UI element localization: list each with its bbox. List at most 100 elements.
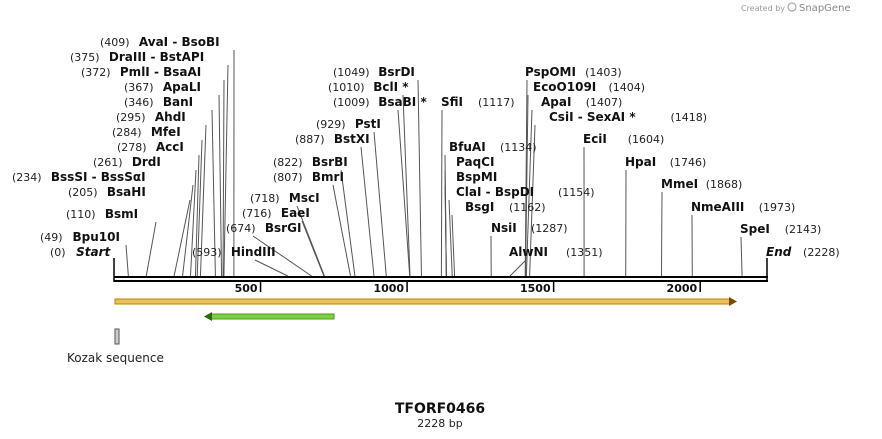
site-name: PspOMI <box>525 65 576 79</box>
site-leader <box>254 259 289 277</box>
site-name: BsrGI <box>265 221 302 235</box>
site-name: BsrDI <box>378 65 415 79</box>
site-name: BanI <box>163 95 193 109</box>
site-name: End <box>766 245 792 259</box>
site-position: (372) <box>81 66 111 79</box>
site-leader <box>125 244 129 277</box>
site-position: (1868) <box>706 178 743 191</box>
site-name: BsaHI <box>107 185 146 199</box>
site-position: (409) <box>100 36 130 49</box>
site-leader <box>660 191 663 277</box>
site-name: CsiI - SexAI * <box>549 110 636 124</box>
site-leader <box>373 131 387 277</box>
site-apali: (367) ApaLI <box>124 80 201 94</box>
site-position: (1154) <box>558 186 595 199</box>
site-position: (674) <box>226 222 256 235</box>
site-name: NsiI <box>491 221 517 235</box>
scale-tick-label: 1500 <box>520 282 551 295</box>
green-feature-arrowhead <box>204 312 212 321</box>
site-bsrbi: (822) BsrBI <box>273 155 348 169</box>
site-position: (261) <box>93 156 123 169</box>
site-name: NmeAIII <box>691 200 744 214</box>
site-position: (1009) <box>333 96 370 109</box>
site-leader <box>218 94 223 277</box>
site-bpu10i: (49) Bpu10I <box>40 230 120 244</box>
site-name: AlwNI <box>509 245 548 259</box>
site-nsii: (1287) NsiI <box>491 221 568 235</box>
site-name: BsmI <box>105 207 138 221</box>
site-bstxi: (887) BstXI <box>295 132 370 146</box>
site-bsrgi: (674) BsrGI <box>226 221 301 235</box>
site-name: EcoO109I <box>533 80 596 94</box>
site-bsssi: (234) BssSI - BssSαI <box>12 170 146 184</box>
site-name: BsrBI <box>312 155 348 169</box>
site-leader <box>199 124 207 277</box>
site-name: DrdI <box>132 155 161 169</box>
site-psti: (929) PstI <box>316 117 381 131</box>
site-alwni: (1351) AlwNI <box>509 245 603 259</box>
site-name: EaeI <box>281 206 310 220</box>
site-bfuai: (1134) BfuAI <box>449 140 537 154</box>
credit-text: Created by <box>741 4 785 13</box>
site-position: (1162) <box>509 201 546 214</box>
orf-arrowhead <box>729 297 737 306</box>
site-leader <box>211 109 216 277</box>
site-bsgi: (1162) BsgI <box>465 200 546 214</box>
site-leader <box>524 94 529 277</box>
site-name: HindIII <box>231 245 276 259</box>
site-bmri: (807) BmrI <box>273 170 344 184</box>
site-eaei: (716) EaeI <box>242 206 310 220</box>
site-position: (1604) <box>628 133 665 146</box>
site-leader <box>189 169 197 277</box>
site-leader <box>196 139 203 277</box>
site-msci: (718) MscI <box>250 191 320 205</box>
site-name: Bpu10I <box>73 230 120 244</box>
site-bsabi: (1009) BsaBI * <box>333 95 427 109</box>
scale-tick-label: 500 <box>235 282 258 295</box>
site-position: (295) <box>116 111 146 124</box>
site-ecoo109i: (1404) EcoO109I <box>533 80 645 94</box>
site-mmei: (1868) MmeI <box>661 177 742 191</box>
credit-brand: SnapGene <box>799 3 851 14</box>
site-leader <box>182 184 194 277</box>
site-spei: (2143) SpeI <box>740 222 821 236</box>
site-end: (2228) End <box>766 245 840 259</box>
site-position: (887) <box>295 133 325 146</box>
site-bsmi: (110) BsmI <box>66 207 138 221</box>
site-position: (929) <box>316 118 346 131</box>
site-leader <box>145 221 157 277</box>
site-name: MfeI <box>151 125 181 139</box>
site-name: Start <box>76 245 111 259</box>
site-clai: (1154) ClaI - BspDI <box>456 185 595 199</box>
site-name: BsgI <box>465 200 494 214</box>
site-leader <box>440 109 443 277</box>
site-name: AccI <box>156 140 184 154</box>
kozak-label: Kozak sequence <box>67 351 164 365</box>
site-nmeaiii: (1973) NmeAIII <box>691 200 795 214</box>
site-leader <box>340 169 356 277</box>
site-leader <box>222 79 225 277</box>
site-name: BclI * <box>373 80 409 94</box>
map-length: 2228 bp <box>417 417 462 430</box>
site-leader <box>448 199 453 277</box>
site-name: AvaI - BsoBI <box>139 35 220 49</box>
site-avai: (409) AvaI - BsoBI <box>100 35 220 49</box>
site-name: ClaI - BspDI <box>456 185 534 199</box>
site-leader <box>332 184 352 277</box>
site-leader <box>444 184 447 277</box>
map-title: TFORF0466 <box>395 401 485 417</box>
site-labels: (409) AvaI - BsoBI(375) DraIII - BstAPI(37… <box>12 35 840 259</box>
site-leader <box>397 109 411 277</box>
site-position: (110) <box>66 208 96 221</box>
site-name: ApaLI <box>163 80 201 94</box>
site-pspomi: (1403) PspOMI <box>525 65 622 79</box>
site-csii: (1418) CsiI - SexAI * <box>549 110 707 124</box>
site-position: (375) <box>70 51 100 64</box>
sequence-backbone <box>113 258 768 282</box>
green-feature-bar <box>210 313 335 320</box>
site-position: (1407) <box>586 96 623 109</box>
site-leader <box>451 214 456 277</box>
site-position: (1134) <box>500 141 537 154</box>
site-position: (1746) <box>670 156 707 169</box>
orf-feature <box>114 297 737 306</box>
